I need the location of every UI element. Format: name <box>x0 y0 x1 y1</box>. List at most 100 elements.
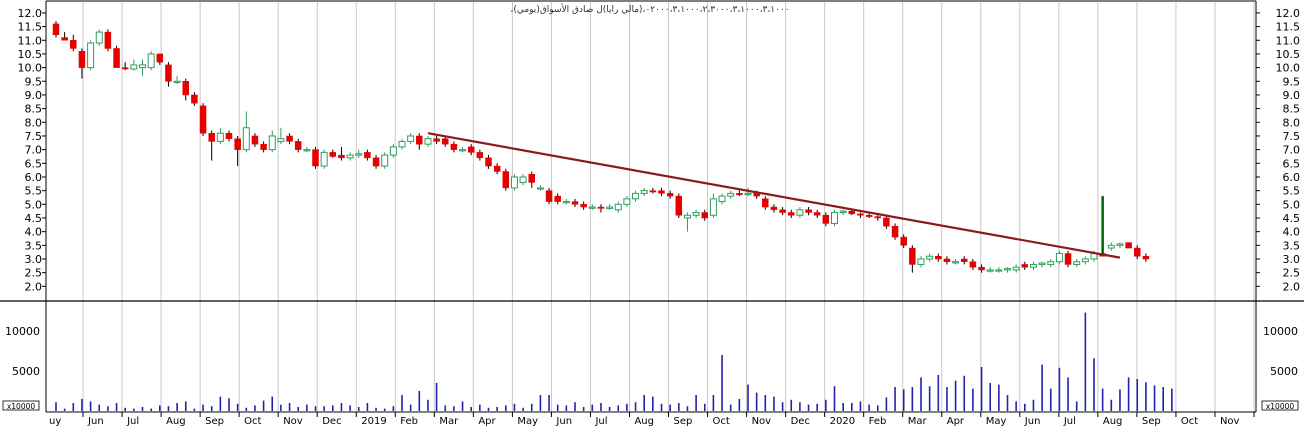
candle-body-up <box>840 211 846 212</box>
candle-body-up <box>278 139 284 142</box>
candle-body-up <box>460 150 466 151</box>
candle-body-down <box>944 259 950 262</box>
candle <box>857 213 863 218</box>
candle-body-down <box>1022 264 1028 267</box>
candle <box>684 213 690 232</box>
candle-body-down <box>676 196 682 215</box>
x-tick-label: May <box>517 416 538 427</box>
candle <box>243 111 249 152</box>
candle-body-up <box>399 141 405 146</box>
price-tick-label-left: 7.5 <box>25 130 43 143</box>
candle <box>1126 243 1132 248</box>
candle <box>702 210 708 221</box>
x-tick-label: May <box>986 416 1007 427</box>
candle-body-down <box>857 214 863 215</box>
candle-body-down <box>313 150 319 166</box>
candle <box>875 215 881 220</box>
candle-body-down <box>849 211 855 214</box>
candle-body-down <box>979 267 985 270</box>
candle <box>555 193 561 204</box>
candle-body-up <box>243 128 249 150</box>
x-tick-label: Mar <box>908 416 928 427</box>
candle <box>788 210 794 218</box>
candle-body-up <box>710 199 716 215</box>
candle <box>183 79 189 101</box>
candle-body-down <box>650 191 656 192</box>
candle-body-down <box>788 213 794 216</box>
volume-tick-label-left: 10000 <box>5 325 40 338</box>
candle <box>278 128 284 144</box>
candle-body-down <box>814 213 820 216</box>
candle-body-down <box>572 202 578 205</box>
candle-body-down <box>659 191 665 194</box>
candle-body-down <box>442 139 448 144</box>
volume-tick-label-right: 10000 <box>1263 325 1298 338</box>
candle <box>399 139 405 150</box>
x-axis-labels: uy Jun Jul Aug Sep Oct Nov Dec 2019 Feb Mar Apr May J… <box>49 412 1254 427</box>
candle-body-down <box>901 237 907 245</box>
candle-body-down <box>434 139 440 142</box>
candle-body-up <box>511 177 517 188</box>
x-tick-label: Jun <box>87 416 104 427</box>
candle-body-down <box>477 152 483 157</box>
x-tick-label: Dec <box>322 416 341 427</box>
candle-body-down <box>209 133 215 141</box>
candle-body-up <box>607 207 613 208</box>
candle-body-up <box>347 155 353 158</box>
candle-body-up <box>1013 267 1019 270</box>
candle <box>918 256 924 267</box>
candle <box>416 133 422 149</box>
x-tick-label: Oct <box>1181 416 1198 427</box>
candle <box>970 259 976 270</box>
candle-body-down <box>183 81 189 95</box>
x-tick-label: Mar <box>439 416 459 427</box>
volume-axis-right: 500010000x10000 <box>1262 325 1298 411</box>
candle <box>1013 264 1019 272</box>
candle-body-down <box>546 191 552 202</box>
candle-body-up <box>96 32 102 43</box>
candle <box>641 188 647 196</box>
candle <box>659 188 665 196</box>
x-tick-label: Nov <box>283 416 303 427</box>
price-tick-label-right: 6.0 <box>1283 171 1301 184</box>
candle-body-down <box>555 196 561 201</box>
candle <box>79 48 85 78</box>
price-tick-label-right: 2.0 <box>1283 280 1301 293</box>
x-tick-label: Jun <box>1024 416 1041 427</box>
candle <box>261 141 267 152</box>
candle-body-up <box>832 213 838 224</box>
x-tick-label: Jul <box>1063 416 1076 427</box>
price-tick-label-right: 10.5 <box>1276 48 1301 61</box>
price-tick-label-right: 10.0 <box>1276 62 1301 75</box>
candle-body-down <box>667 193 673 196</box>
price-tick-label-right: 12.0 <box>1276 7 1301 20</box>
price-tick-label-left: 5.0 <box>25 198 43 211</box>
x-tick-label: Aug <box>166 416 186 427</box>
candle-body-down <box>762 199 768 207</box>
candle <box>693 210 699 218</box>
candle <box>53 21 59 37</box>
candle <box>148 51 154 70</box>
candle <box>581 202 587 210</box>
candle <box>1143 254 1149 262</box>
candle <box>1039 262 1045 267</box>
price-tick-label-right: 3.0 <box>1283 253 1301 266</box>
candle <box>486 155 492 169</box>
candle-body-up <box>624 199 630 204</box>
candle <box>330 150 336 158</box>
candle-body-up <box>425 139 431 144</box>
candle <box>1005 267 1011 272</box>
candle-body-down <box>806 210 812 213</box>
x-tick-label: Oct <box>244 416 261 427</box>
candle-body-up <box>140 65 146 68</box>
candle-body-up <box>728 193 734 196</box>
candle-body-down <box>62 38 68 41</box>
price-tick-label-right: 11.5 <box>1276 21 1301 34</box>
price-tick-label-right: 5.0 <box>1283 198 1301 211</box>
price-tick-label-left: 11.0 <box>18 34 43 47</box>
x-tick-label: 2019 <box>361 416 386 427</box>
candle <box>1100 196 1106 256</box>
candle-body-up <box>1056 254 1062 262</box>
candle <box>62 32 68 40</box>
candle-body-down <box>581 204 587 207</box>
